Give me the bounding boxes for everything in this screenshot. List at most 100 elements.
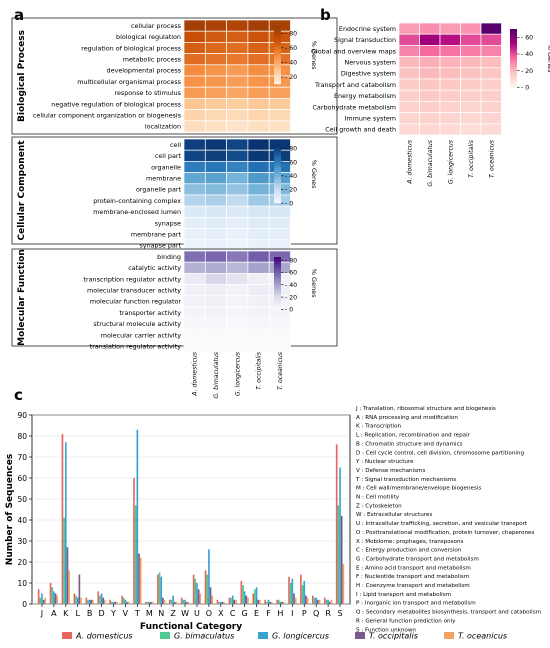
- heatmap-cell: [183, 109, 206, 122]
- bar: [204, 570, 207, 604]
- heatmap-cell: [183, 205, 206, 218]
- bar: [216, 599, 219, 604]
- row-label: negative regulation of biological proces…: [51, 100, 181, 108]
- bar: [271, 601, 273, 604]
- heatmap-cell: [460, 101, 482, 113]
- row-label: Signal transduction: [334, 36, 396, 44]
- bar: [288, 576, 290, 604]
- row-label: membrane part: [131, 231, 182, 239]
- category-description: I : Lipid transport and metabolism: [356, 592, 451, 598]
- heatmap-cell: [480, 67, 502, 80]
- row-label: molecular transducer activity: [87, 287, 181, 295]
- colorbar: [274, 26, 281, 85]
- bar: [317, 599, 319, 604]
- heatmap-cell: [226, 317, 249, 330]
- category-description: F : Nucleotide transport and metabolism: [356, 574, 469, 580]
- heatmap-cell: [204, 205, 227, 218]
- colorbar: [274, 145, 281, 204]
- bar: [64, 442, 67, 604]
- category-description: Z : Cytoskeleton: [356, 503, 402, 509]
- category-description: S : Function unknown: [356, 627, 416, 633]
- bar: [219, 601, 222, 604]
- category-description: O : Posttranslational modification, prot…: [356, 530, 534, 536]
- group-label: Molecular Function: [17, 249, 27, 346]
- heatmap-cell: [247, 109, 270, 122]
- bar: [158, 572, 161, 604]
- heatmap-cell: [226, 295, 249, 308]
- heatmap-cell: [226, 261, 249, 274]
- bar: [44, 597, 47, 604]
- heatmap-cell: [247, 64, 270, 77]
- x-tick-label: O: [206, 609, 212, 618]
- bar: [277, 599, 280, 604]
- heatmap-cell: [204, 194, 227, 207]
- heatmap-cell: [183, 183, 206, 196]
- x-tick-label: H: [277, 609, 283, 618]
- row-label: Transport and catabolism: [314, 81, 396, 89]
- bar: [294, 597, 297, 604]
- bar: [110, 601, 113, 604]
- heatmap-cell: [226, 205, 249, 218]
- heatmap-cell: [480, 123, 502, 136]
- category-description: N : Cell motility: [356, 495, 400, 501]
- column-label: G. longicercus: [234, 351, 241, 396]
- heatmap-cell: [183, 329, 206, 341]
- heatmap-cell: [247, 161, 270, 173]
- heatmap-cell: [460, 45, 482, 57]
- heatmap-cell: [183, 98, 206, 110]
- bar: [109, 599, 111, 604]
- heatmap-cell: [226, 273, 249, 285]
- row-label: developmental process: [107, 67, 182, 75]
- legend-label: G. longicercus: [272, 632, 329, 641]
- heatmap-cell: [439, 45, 461, 57]
- heatmap-cell: [439, 22, 461, 35]
- heatmap-cell: [226, 183, 249, 196]
- category-description: T : Signal transduction mechanisms: [355, 477, 456, 483]
- heatmap-cell: [226, 250, 249, 263]
- heatmap-cell: [419, 67, 441, 80]
- x-tick-label: Y: [110, 609, 116, 618]
- row-label: membrane-enclosed lumen: [93, 208, 181, 216]
- heatmap-cell: [439, 78, 461, 91]
- group-box: [11, 248, 338, 347]
- heatmap-cell: [247, 217, 270, 229]
- bar: [148, 601, 151, 604]
- bar: [90, 599, 93, 604]
- row-label: Immune system: [344, 115, 396, 123]
- heatmap-cell: [419, 22, 441, 35]
- bar: [133, 478, 135, 604]
- category-description: K : Transcription: [356, 424, 402, 430]
- heatmap-cell: [439, 123, 461, 136]
- heatmap-cell: [226, 86, 249, 99]
- bar: [100, 593, 103, 604]
- bar: [114, 601, 117, 604]
- heatmap-cell: [183, 261, 206, 274]
- bar: [279, 601, 282, 604]
- heatmap-cell: [268, 98, 291, 110]
- bar: [255, 587, 258, 604]
- x-tick-label: J: [40, 609, 43, 618]
- heatmap-cell: [226, 53, 249, 66]
- category-description: L : Replication, recombination and repai…: [356, 433, 471, 439]
- bar: [315, 597, 318, 604]
- bar: [127, 601, 130, 604]
- bar: [92, 599, 94, 604]
- x-tick-label: I: [291, 609, 293, 618]
- heatmap-cell: [247, 295, 270, 308]
- bar: [325, 599, 328, 604]
- heatmap-cell: [419, 45, 441, 57]
- bar: [252, 593, 255, 604]
- bar: [340, 515, 343, 604]
- heatmap-cell: [419, 112, 441, 125]
- bar: [197, 589, 200, 604]
- bar: [194, 578, 197, 604]
- bar: [293, 593, 295, 604]
- colorbar-tick-label: - 60: [285, 159, 297, 166]
- heatmap-cell: [419, 101, 441, 113]
- bar: [85, 597, 88, 604]
- category-description: M : Cell wall/membrane/envelope biogenes…: [356, 486, 481, 492]
- heatmap-cell: [247, 284, 270, 297]
- heatmap-cell: [460, 112, 482, 125]
- heatmap-cell: [204, 273, 227, 285]
- row-label: cell part: [155, 152, 182, 160]
